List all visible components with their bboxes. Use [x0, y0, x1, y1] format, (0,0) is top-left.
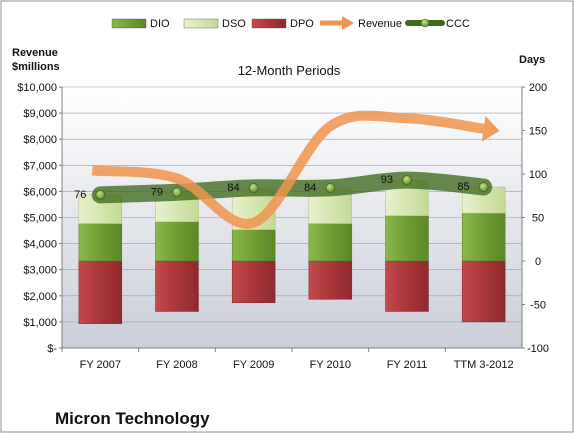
dpo-bar-5 [461, 260, 506, 323]
dpo-bar-4 [385, 260, 429, 312]
ccc-line [91, 171, 493, 204]
x-tick-label-2: FY 2009 [233, 359, 274, 371]
legend-label-ccc: CCC [446, 18, 470, 30]
legend-swatch-dso [183, 18, 219, 29]
left-tick-label-5: $5,000 [23, 213, 57, 225]
right-tick-label-1: -50 [530, 300, 546, 312]
left-tick-label-10: $10,000 [17, 82, 57, 94]
company-name: Micron Technology [55, 409, 210, 428]
x-tick-label-5: TTM 3-2012 [454, 359, 514, 371]
bars-group [78, 179, 506, 324]
x-tick-label-0: FY 2007 [80, 359, 121, 371]
right-tick-label-5: 150 [529, 126, 547, 138]
ccc-point-0 [95, 189, 106, 200]
dpo-bar-0 [78, 260, 123, 324]
x-tick-label-3: FY 2010 [310, 359, 351, 371]
legend-label-dio: DIO [150, 18, 170, 30]
legend-label-dpo: DPO [290, 18, 314, 30]
left-tick-label-8: $8,000 [23, 134, 57, 146]
ccc-point-2 [248, 183, 259, 193]
ccc-label-5: 85 [457, 181, 469, 193]
dio-bar-2 [231, 229, 276, 262]
left-axis-title-line1: Revenue [12, 47, 58, 59]
axes: $- $1,000 $2,000 $3,000 $4,000 $5,000 $6,000 $7… [17, 82, 549, 371]
right-axis-title: Days [519, 54, 545, 66]
ccc-label-4: 93 [381, 174, 393, 186]
ccc-point-1 [172, 187, 182, 198]
legend-swatch-dpo [251, 18, 287, 29]
lines-group [91, 110, 500, 229]
right-tick-label-2: 0 [535, 256, 541, 268]
dpo-bar-2 [231, 260, 276, 304]
ccc-label-1: 79 [151, 186, 163, 198]
dio-bar-4 [385, 215, 429, 262]
left-tick-label-3: $3,000 [23, 265, 57, 277]
left-tick-label-6: $6,000 [23, 186, 57, 198]
chart-subtitle: 12-Month Periods [238, 63, 341, 78]
dio-bar-0 [78, 223, 123, 262]
right-tick-label-3: 50 [532, 213, 544, 225]
x-tick-label-1: FY 2008 [156, 359, 197, 371]
data-labels: 76 79 84 84 93 85 [74, 174, 470, 201]
legend-swatch-dio [111, 18, 147, 29]
ccc-point-4 [402, 175, 412, 185]
left-tick-label-7: $7,000 [23, 160, 57, 172]
x-tick-label-4: FY 2011 [387, 359, 428, 371]
legend-swatch-revenue-arrow [342, 16, 354, 30]
left-tick-label-2: $2,000 [23, 291, 57, 303]
dpo-bar-3 [308, 260, 353, 300]
legend-label-dso: DSO [222, 18, 246, 30]
left-tick-label-0: $- [47, 343, 57, 355]
ccc-label-3: 84 [304, 182, 316, 194]
ccc-point-5 [478, 182, 489, 192]
dio-bar-5 [461, 212, 506, 262]
dio-bar-3 [308, 223, 353, 262]
left-tick-label-4: $4,000 [23, 239, 57, 251]
revenue-line [91, 110, 485, 229]
revenue-arrowhead [481, 115, 500, 142]
right-tick-label-0: -100 [527, 343, 549, 355]
left-axis-title-line2: $millions [12, 61, 60, 73]
left-tick-label-1: $1,000 [23, 317, 57, 329]
right-tick-label-6: 200 [529, 82, 547, 94]
right-tick-label-4: 100 [529, 169, 547, 181]
left-tick-label-9: $9,000 [23, 108, 57, 120]
ccc-label-0: 76 [74, 189, 86, 201]
dpo-bar-1 [155, 260, 199, 312]
legend-swatch-ccc-dot [420, 18, 430, 28]
ccc-label-2: 84 [227, 182, 239, 194]
legend: DIO DSO DPO Revenue CCC [111, 16, 470, 30]
ccc-point-3 [325, 183, 336, 193]
legend-label-revenue: Revenue [358, 18, 402, 30]
dio-bar-1 [155, 221, 199, 262]
